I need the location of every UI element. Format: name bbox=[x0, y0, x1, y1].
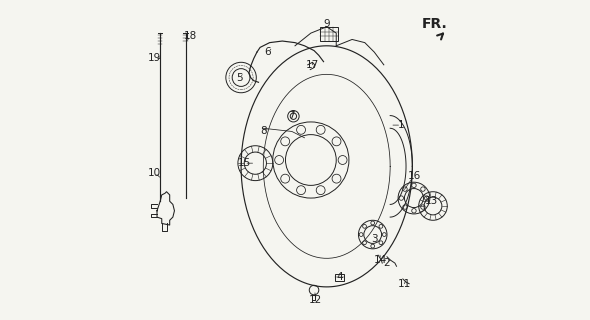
Text: 9: 9 bbox=[323, 19, 330, 28]
Text: 7: 7 bbox=[289, 111, 295, 121]
Text: 18: 18 bbox=[183, 31, 197, 41]
Text: 6: 6 bbox=[265, 47, 271, 57]
Text: 2: 2 bbox=[384, 258, 391, 268]
Text: 17: 17 bbox=[306, 60, 319, 70]
Text: 1: 1 bbox=[398, 120, 405, 130]
Text: 12: 12 bbox=[309, 295, 322, 305]
Text: 3: 3 bbox=[371, 234, 378, 244]
Text: FR.: FR. bbox=[422, 17, 447, 31]
Text: 4: 4 bbox=[336, 272, 343, 282]
Bar bbox=[320, 27, 338, 41]
Text: 10: 10 bbox=[148, 168, 161, 178]
Text: 19: 19 bbox=[148, 53, 162, 63]
Text: 13: 13 bbox=[425, 196, 438, 206]
Text: 14: 14 bbox=[374, 255, 387, 265]
Bar bbox=[335, 274, 344, 281]
Text: 15: 15 bbox=[238, 158, 251, 168]
Text: 5: 5 bbox=[236, 73, 243, 83]
Text: 16: 16 bbox=[407, 171, 421, 181]
Text: 8: 8 bbox=[260, 126, 267, 136]
Text: 11: 11 bbox=[398, 279, 411, 289]
